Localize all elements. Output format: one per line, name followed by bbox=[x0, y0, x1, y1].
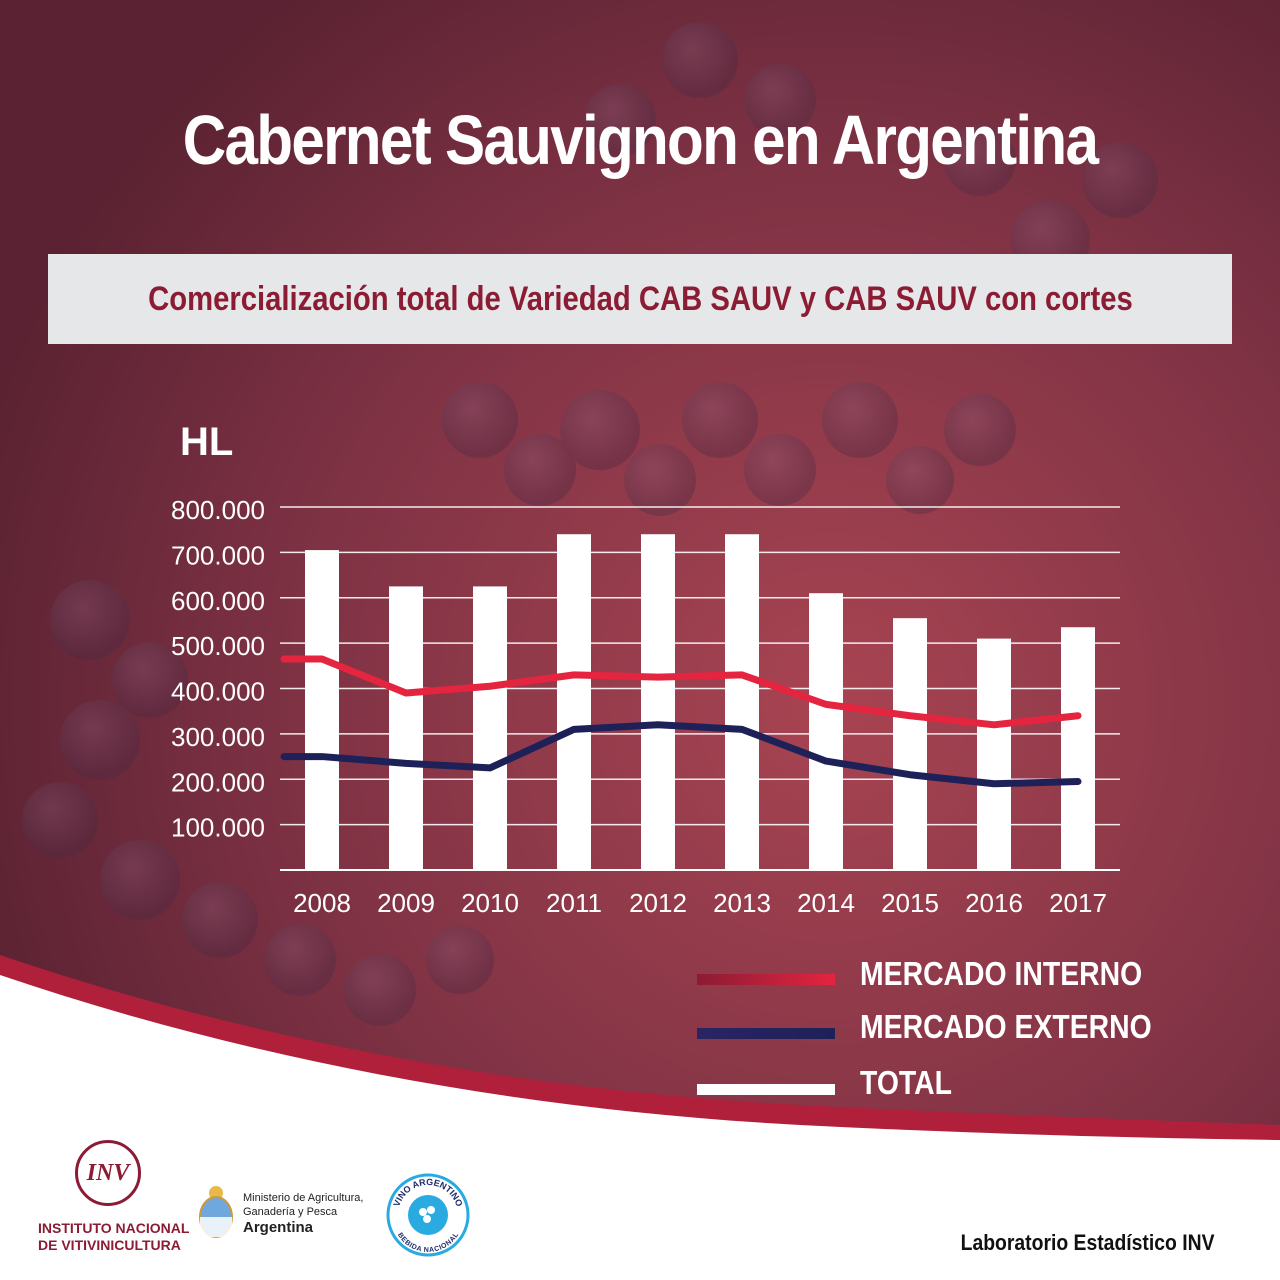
y-tick-label: 300.000 bbox=[171, 722, 265, 752]
x-tick-label: 2009 bbox=[377, 888, 435, 918]
argentina-shield-icon bbox=[199, 1186, 233, 1238]
subtitle: Comercialización total de Variedad CAB S… bbox=[147, 279, 1133, 318]
y-tick-labels: 100.000 200.000 300.000 400.000 500.000 600.0… bbox=[171, 495, 265, 843]
legend-label-total: TOTAL bbox=[860, 1064, 952, 1101]
x-tick-label: 2008 bbox=[293, 888, 351, 918]
x-tick-label: 2015 bbox=[881, 888, 939, 918]
bars-total bbox=[305, 534, 1095, 870]
bar-total-2016 bbox=[977, 638, 1011, 870]
y-tick-label: 500.000 bbox=[171, 631, 265, 661]
legend-swatch-interno bbox=[697, 974, 835, 985]
legend-swatch-externo bbox=[697, 1028, 835, 1039]
y-tick-label: 600.000 bbox=[171, 586, 265, 616]
subtitle-banner: Comercialización total de Variedad CAB S… bbox=[48, 254, 1232, 344]
inv-logo: INV bbox=[75, 1140, 141, 1206]
bar-total-2009 bbox=[389, 586, 423, 870]
legend-swatch-total bbox=[697, 1084, 835, 1095]
bar-total-2008 bbox=[305, 550, 339, 870]
bar-total-2011 bbox=[557, 534, 591, 870]
inv-logo-text: INV bbox=[86, 1159, 130, 1186]
inv-name-line1: INSTITUTO NACIONAL bbox=[38, 1220, 190, 1236]
page-title: Cabernet Sauvignon en Argentina bbox=[182, 101, 1099, 179]
y-tick-label: 200.000 bbox=[171, 767, 265, 797]
x-tick-label: 2017 bbox=[1049, 888, 1107, 918]
x-tick-labels: 2008 2009 2010 2011 2012 2013 2014 2015 2016 2017 bbox=[293, 888, 1107, 918]
bar-total-2015 bbox=[893, 618, 927, 870]
ministerio-line2: Ganadería y Pesca bbox=[243, 1206, 338, 1218]
ministerio-line1: Ministerio de Agricultura, bbox=[243, 1192, 364, 1204]
y-axis-label: HL bbox=[180, 420, 233, 464]
bar-total-2010 bbox=[473, 586, 507, 870]
bar-total-2017 bbox=[1061, 627, 1095, 870]
y-tick-label: 800.000 bbox=[171, 495, 265, 525]
y-tick-label: 400.000 bbox=[171, 677, 265, 707]
vino-argentino-logo: VINO ARGENTINO BEBIDA NACIONAL bbox=[386, 1173, 470, 1257]
inv-name-line2: DE VITIVINICULTURA bbox=[38, 1237, 181, 1253]
y-tick-label: 100.000 bbox=[171, 813, 265, 843]
x-tick-label: 2011 bbox=[546, 888, 602, 918]
x-tick-label: 2010 bbox=[461, 888, 519, 918]
bar-total-2013 bbox=[725, 534, 759, 870]
lab-credit: Laboratorio Estadístico INV bbox=[960, 1230, 1214, 1255]
bar-total-2014 bbox=[809, 593, 843, 870]
x-tick-label: 2013 bbox=[713, 888, 771, 918]
x-tick-label: 2014 bbox=[797, 888, 855, 918]
x-tick-label: 2012 bbox=[629, 888, 687, 918]
line-mercado-externo bbox=[280, 721, 1082, 788]
ministerio-line3: Argentina bbox=[243, 1219, 314, 1236]
legend-label-interno: MERCADO INTERNO bbox=[860, 955, 1143, 992]
x-tick-label: 2016 bbox=[965, 888, 1023, 918]
legend-label-externo: MERCADO EXTERNO bbox=[860, 1008, 1152, 1045]
bar-total-2012 bbox=[641, 534, 675, 870]
y-tick-label: 700.000 bbox=[171, 540, 265, 570]
line-mercado-interno bbox=[280, 655, 1082, 729]
lines-layer bbox=[280, 655, 1082, 788]
